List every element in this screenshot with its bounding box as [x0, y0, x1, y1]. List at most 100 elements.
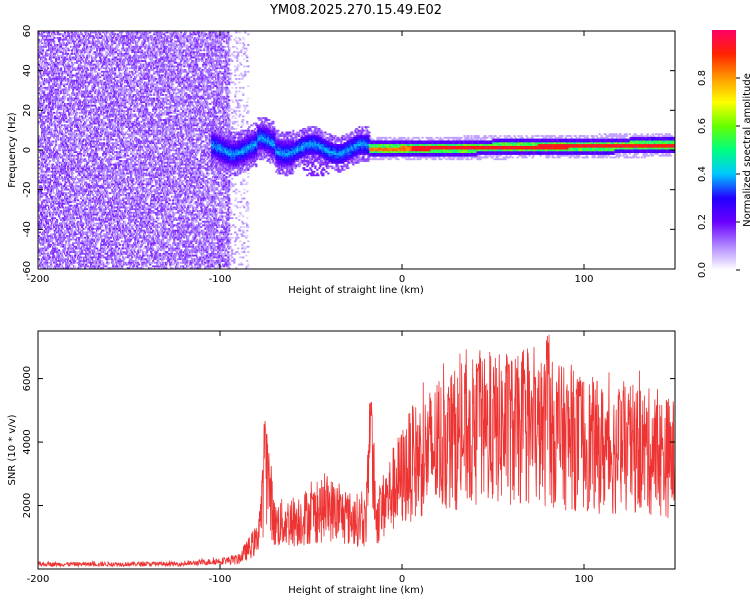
spectrogram-cell — [41, 242, 43, 244]
spectrogram-cell — [62, 107, 64, 109]
spectrogram-cell — [59, 239, 61, 241]
spectrogram-cell — [66, 119, 68, 121]
spectrogram-cell — [47, 71, 49, 73]
spectrogram-cell — [40, 76, 42, 78]
spectrogram-cell — [40, 99, 42, 101]
spectrogram-cell — [70, 144, 72, 146]
spectrogram-cell — [59, 226, 61, 228]
spectrogram-cell — [55, 60, 57, 62]
spectrogram-cell — [66, 128, 68, 130]
spectrogram-cell — [43, 194, 45, 196]
spectrogram-cell — [70, 73, 72, 75]
spectrogram-cell — [46, 214, 48, 216]
spectrogram-cell — [50, 226, 52, 228]
spectrogram-cell — [52, 190, 54, 192]
spectrogram-cell — [57, 160, 59, 162]
spectrogram-cell — [43, 155, 45, 157]
spectrogram-cell — [51, 133, 53, 135]
spectrogram-cell — [69, 189, 71, 191]
spectrogram-cell — [50, 140, 52, 142]
spectrogram-cell — [43, 124, 45, 126]
spectrogram-cell — [45, 208, 47, 210]
spectrogram-cell — [47, 158, 49, 160]
spectrogram-cell — [54, 235, 56, 237]
spectrogram-cell — [41, 203, 43, 205]
spectrogram-cell — [51, 115, 53, 117]
spectrogram-cell — [56, 199, 58, 201]
spectrogram-cell — [72, 237, 74, 239]
spectrogram-cell — [61, 73, 63, 75]
spectrogram-cell — [52, 74, 54, 76]
spectrogram-cell — [64, 73, 66, 75]
spectrogram-cell — [58, 249, 60, 251]
spectrogram-cell — [39, 198, 41, 200]
spectrogram-cell — [68, 232, 70, 234]
spectrogram-cell — [51, 221, 53, 223]
spectrogram-cell — [66, 121, 68, 123]
spectrogram-cell — [47, 78, 49, 80]
spectrogram-cell — [39, 232, 41, 234]
spectrogram-cell — [70, 60, 72, 62]
spectrogram-cell — [48, 126, 50, 128]
spectrogram-cell — [66, 144, 68, 146]
spectrogram-cell — [68, 242, 70, 244]
spectrogram-cell — [68, 219, 70, 221]
spectrogram-cell — [67, 223, 69, 225]
spectrogram-cell — [68, 210, 70, 212]
spectrogram-cell — [53, 160, 55, 162]
spectrogram-cell — [66, 235, 68, 237]
spectrogram-cell — [47, 237, 49, 239]
spectrogram-cell — [62, 83, 64, 85]
spectrogram-cell — [48, 48, 50, 50]
spectrogram-cell — [55, 244, 57, 246]
spectrogram-cell — [58, 133, 60, 135]
spectrogram-cell — [45, 171, 47, 173]
spectrogram-cell — [67, 105, 69, 107]
spectrogram-cell — [68, 64, 70, 66]
spectrogram-cell — [66, 107, 68, 109]
spectrogram-cell — [68, 87, 70, 89]
spectrogram-cell — [53, 121, 55, 123]
spectrogram-cell — [60, 49, 62, 51]
spectrogram-cell — [62, 167, 64, 169]
spectrogram-cell — [71, 221, 73, 223]
spectrogram-cell — [44, 257, 46, 259]
spectrogram-cell — [61, 60, 63, 62]
spectrogram-cell — [58, 176, 60, 178]
spectrogram-cell — [71, 76, 73, 78]
spectrogram-cell — [46, 130, 48, 132]
spectrogram-cell — [49, 103, 51, 105]
spectrogram-cell — [61, 74, 63, 76]
spectrogram-cell — [41, 64, 43, 66]
spectrogram-cell — [60, 169, 62, 171]
spectrogram-cell — [63, 121, 65, 123]
spectrogram-cell — [39, 53, 41, 55]
spectrogram-cell — [50, 110, 52, 112]
spectrogram-cell — [50, 203, 52, 205]
spectrogram-cell — [50, 253, 52, 255]
spectrogram-cell — [49, 257, 51, 259]
spectrogram-cell — [40, 217, 42, 219]
spectrogram-cell — [64, 226, 66, 228]
spectrogram-cell — [49, 235, 51, 237]
spectrogram-cell — [59, 235, 61, 237]
spectrogram-cell — [45, 194, 47, 196]
spectrogram-cell — [68, 49, 70, 51]
spectrogram-cell — [55, 128, 57, 130]
spectrogram-cell — [65, 223, 67, 225]
spectrogram-cell — [48, 80, 50, 82]
spectrogram-cell — [48, 133, 50, 135]
spectrogram-cell — [51, 60, 53, 62]
spectrogram-cell — [54, 132, 56, 134]
spectrogram-cell — [63, 99, 65, 101]
spectrogram-cell — [43, 123, 45, 125]
spectrogram-cell — [63, 251, 65, 253]
spectrogram-cell — [45, 46, 47, 48]
spectrogram-cell — [49, 194, 51, 196]
spectrogram-cell — [45, 174, 47, 176]
spectrogram-cell — [48, 167, 50, 169]
spectrogram-cell — [70, 130, 72, 132]
spectrogram-cell — [62, 33, 64, 35]
spectrogram-cell — [47, 235, 49, 237]
spectrogram-cell — [40, 101, 42, 103]
